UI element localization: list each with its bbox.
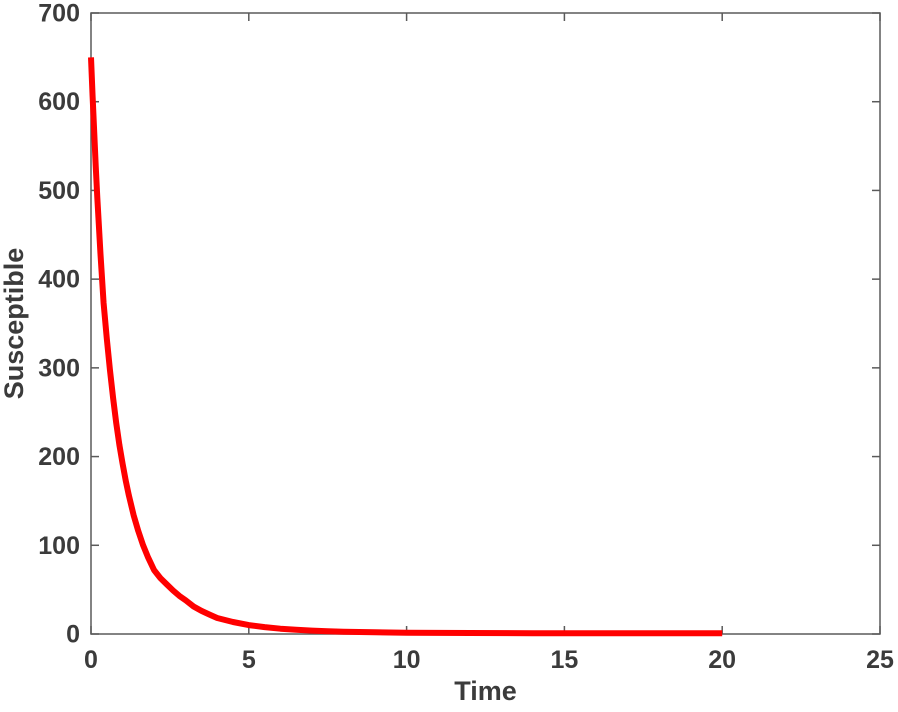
x-tick-label: 15 (550, 646, 578, 674)
y-tick-label: 300 (38, 354, 80, 382)
series-line-susceptible (88, 57, 723, 637)
x-tick-label: 25 (866, 646, 894, 674)
y-tick-label: 500 (38, 177, 80, 205)
y-tick-label: 700 (38, 0, 80, 28)
x-tick-label: 0 (84, 646, 98, 674)
x-tick-label: 20 (708, 646, 736, 674)
y-tick-label: 100 (38, 532, 80, 560)
x-tick-label: 10 (393, 646, 421, 674)
axes-box (90, 12, 881, 635)
y-tick-label: 0 (66, 621, 80, 649)
x-tick-label: 5 (242, 646, 256, 674)
y-tick-label: 400 (38, 266, 80, 294)
x-axis-label: Time (454, 676, 517, 706)
y-tick-label: 200 (38, 443, 80, 471)
y-tick-label: 600 (38, 88, 80, 116)
y-axis-label: Susceptible (0, 248, 29, 400)
